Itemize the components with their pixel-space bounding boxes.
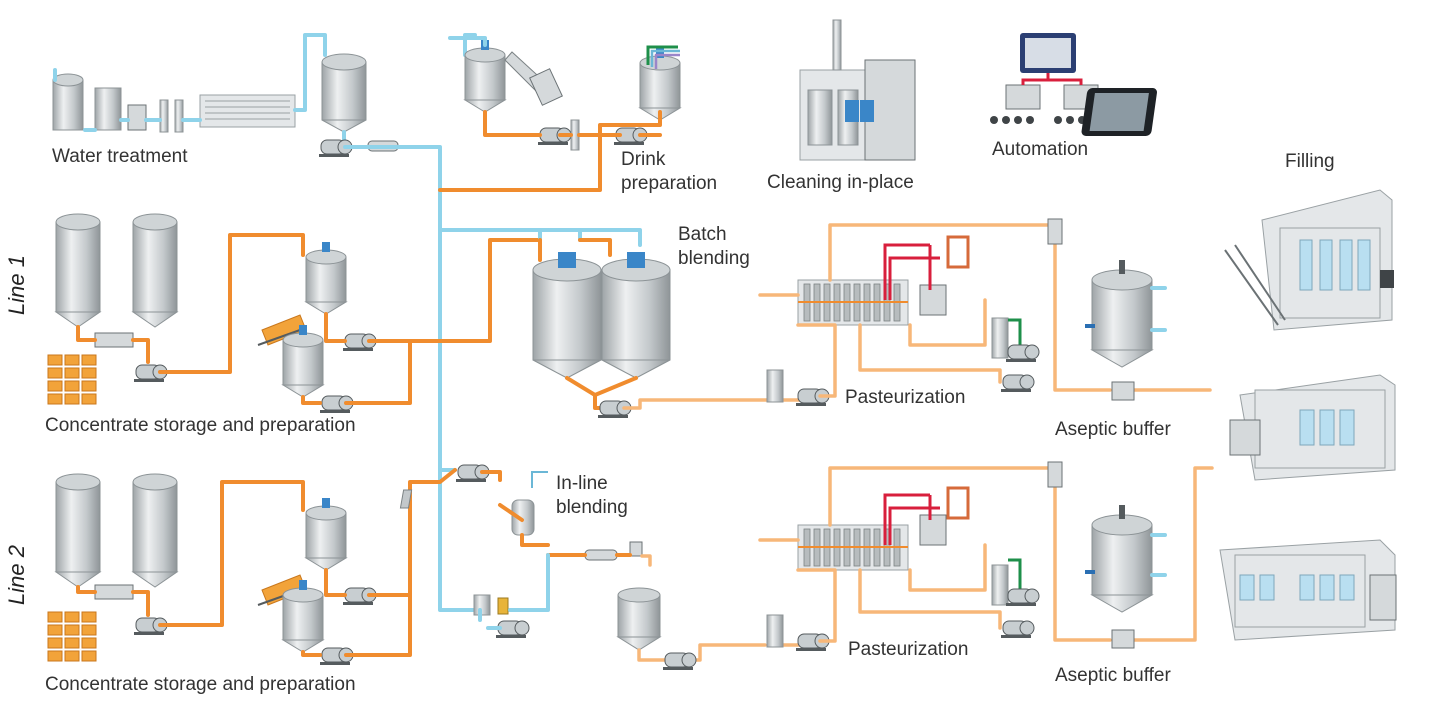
inline-blending-section: In-line blending [399,464,802,671]
water-treatment-section: Water treatment [52,33,399,167]
pump-icon [1005,344,1040,363]
preparation-tank-icon [305,241,347,315]
preparation-tank-icon [305,497,347,571]
aseptic-buffer-line2-label: Aseptic buffer [1055,665,1172,686]
drink-preparation-label-1: Drink [621,149,666,170]
batch-blending-label-2: blending [678,248,750,269]
pasteurization-line2-section: Pasteurization [758,461,1214,660]
concentrate-line1-label: Concentrate storage and preparation [45,415,356,436]
mixing-tank-icon [464,39,506,113]
pasteurization-line1-label: Pasteurization [845,387,965,408]
batch-blending-section: Batch blending [493,224,802,419]
blend-tank-icon [601,269,671,361]
buffer-tank-icon [616,587,662,651]
water-tank-icon [321,61,367,121]
pasteurization-line1-section: Pasteurization [758,218,1212,408]
pump-icon [1005,588,1040,607]
automation-section: Automation [990,33,1157,160]
inline-blending-label-1: In-line [556,473,608,494]
dissolving-tank-icon [282,579,324,653]
filling-machine-icon [1229,374,1396,481]
aseptic-buffer-line1-label: Aseptic buffer [1055,419,1172,440]
pump-icon [1000,374,1035,393]
storage-silo-icon [132,473,178,588]
blend-tank-icon [532,269,602,361]
membrane-filter-icon [199,94,296,128]
aseptic-buffer-line2-section: Aseptic buffer [1055,504,1172,686]
dissolving-tank-icon [282,324,324,398]
batch-blending-label-1: Batch [678,224,727,245]
automation-label: Automation [992,139,1088,160]
drink-preparation-section: Drink preparation [438,36,717,194]
drink-tank-icon [639,47,681,121]
pump-icon [662,652,697,671]
filter-tank-icon [52,79,84,131]
softener-icon [94,87,122,131]
plc-cabinet-icon [1005,84,1041,110]
powder-feeder-icon [529,68,563,106]
pump-icon [1000,620,1035,639]
storage-silo-icon [55,213,101,328]
water-main-pipe [343,33,602,612]
pasteurization-line2-label: Pasteurization [848,639,968,660]
storage-silo-icon [55,473,101,588]
aseptic-tank-icon [1091,259,1153,368]
cip-label: Cleaning in-place [767,172,914,193]
deaerator-icon [766,369,784,403]
drum-icon [47,611,97,662]
drink-preparation-label-2: preparation [621,173,717,194]
concentrate-line2-label: Concentrate storage and preparation [45,674,356,695]
deaerator-icon [766,614,784,648]
inline-blending-label-2: blending [556,497,628,518]
filling-section: Filling [1219,151,1397,641]
line-1-label: Line 1 [4,255,29,315]
aseptic-tank-icon [1091,504,1153,613]
line-2-label: Line 2 [4,545,29,605]
aseptic-buffer-line1-section: Aseptic buffer [1055,259,1172,440]
water-treatment-label: Water treatment [52,146,188,167]
filling-machine-icon [1224,189,1394,331]
filling-machine-icon [1219,539,1397,641]
cip-section: Cleaning in-place [767,19,916,193]
concentrate-line2-section: Concentrate storage and preparation [45,468,457,695]
concentrate-line1-section: Concentrate storage and preparation [45,213,542,436]
filling-label: Filling [1285,151,1335,172]
storage-silo-icon [132,213,178,328]
drum-icon [47,354,97,405]
